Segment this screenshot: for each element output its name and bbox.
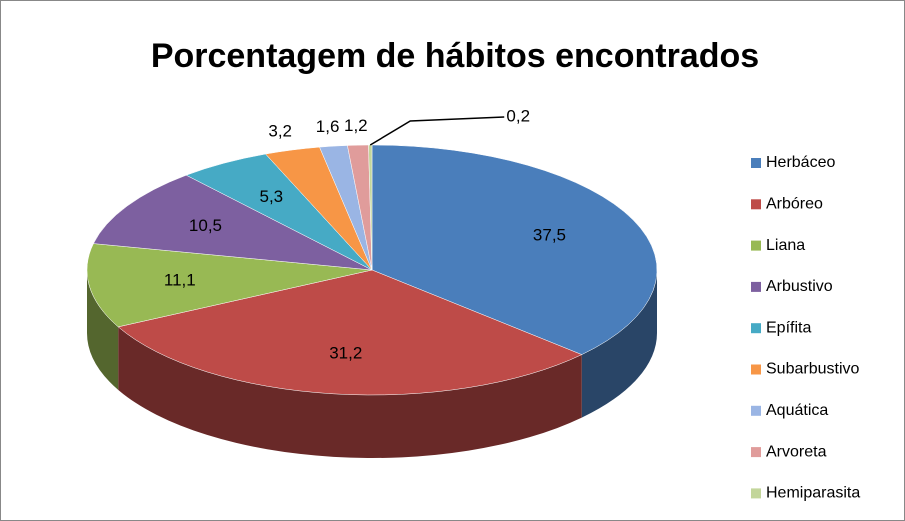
data-label: 5,3: [260, 187, 284, 206]
data-label: 37,5: [533, 225, 566, 244]
legend-label: Hemiparasita: [766, 485, 860, 502]
legend-label: Liana: [766, 237, 805, 254]
slice: [93, 174, 373, 271]
legend-label: Arvoreta: [766, 443, 827, 460]
slice-side: [581, 270, 657, 418]
legend-label: Arbustivo: [766, 278, 833, 295]
legend-label: Aquática: [766, 402, 828, 419]
slice: [86, 243, 373, 328]
legend-swatch: [751, 488, 761, 499]
slice-side: [87, 270, 119, 390]
chart-title: Porcentagem de hábitos encontrados: [151, 37, 759, 75]
slice: [117, 269, 583, 396]
data-label: 3,2: [268, 121, 292, 140]
legend-label: Arbóreo: [766, 196, 823, 213]
data-label: 0,2: [506, 106, 530, 125]
legend-swatch: [751, 405, 761, 416]
legend-swatch: [751, 199, 761, 210]
legend-label: Herbáceo: [766, 154, 835, 171]
data-label: 31,2: [329, 344, 362, 363]
legend-swatch: [751, 240, 761, 251]
leader-line: [369, 116, 505, 146]
legend-swatch: [751, 447, 761, 458]
legend-label: Epífita: [766, 319, 811, 336]
slice-side: [118, 326, 582, 459]
slice: [368, 144, 373, 271]
legend-swatch: [751, 323, 761, 334]
legend-label: Subarbustivo: [766, 361, 859, 378]
data-label: 1,2: [344, 116, 368, 135]
data-label: 1,6: [316, 117, 340, 136]
legend-swatch: [751, 281, 761, 292]
slice: [371, 144, 658, 355]
legend-swatch: [751, 364, 761, 375]
data-label: 10,5: [189, 216, 222, 235]
legend-swatch: [751, 158, 761, 168]
data-label: 11,1: [164, 270, 196, 289]
